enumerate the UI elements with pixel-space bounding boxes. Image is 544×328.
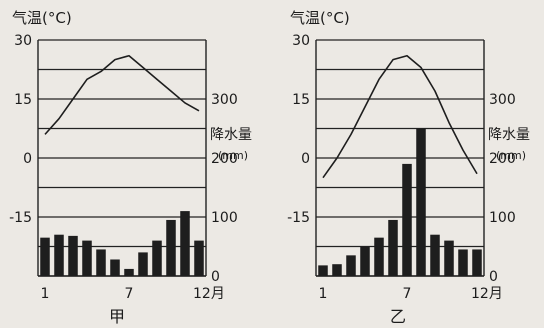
chart-2-precipitation-bar (472, 249, 482, 276)
chart-2-temperature-tick-label: 30 (292, 33, 310, 49)
chart-2-precipitation-tick-label: 300 (489, 92, 516, 108)
chart-1-precipitation-bar (96, 249, 106, 276)
chart-1-temperature-tick-label: 15 (14, 92, 32, 108)
chart-1-precipitation-bar (166, 219, 176, 276)
chart-1-temperature-tick-label: -15 (9, 210, 32, 226)
chart-2-precipitation-unit-label: (mm) (496, 149, 526, 162)
chart-2-precipitation-bar (430, 234, 440, 276)
chart-1-precipitation-tick-label: 300 (211, 92, 238, 108)
chart-2-month-tick-label: 7 (403, 286, 412, 302)
chart-2-temperature-tick-label: -15 (287, 210, 310, 226)
chart-2-precipitation-tick-label: 0 (489, 269, 498, 285)
chart-1-caption: 甲 (109, 307, 125, 326)
chart-2-month-tick-label: 1 (319, 286, 328, 302)
chart-1-precipitation-axis-label: 降水量 (210, 127, 252, 143)
chart-2-precipitation-bar (332, 264, 342, 276)
chart-1-temperature-tick-label: 0 (23, 151, 32, 167)
chart-1-precipitation-bar (194, 240, 204, 276)
chart-2-temperature-tick-label: 15 (292, 92, 310, 108)
chart-1-month-tick-label: 7 (125, 286, 134, 302)
chart-2-precipitation-bar (458, 249, 468, 276)
chart-2-caption: 乙 (390, 307, 406, 326)
chart-1-temperature-axis-label: 气温(°C) (12, 9, 72, 27)
chart-2-month-tick-label: 12月 (471, 286, 503, 302)
chart-2-precipitation-bar (374, 237, 384, 276)
chart-1-precipitation-bar (152, 240, 162, 276)
chart-2-precipitation-bar (346, 255, 356, 276)
chart-1-precipitation-bar (54, 234, 64, 276)
chart-2-precipitation-tick-label: 200 (489, 151, 516, 167)
chart-1-precipitation-bar (124, 268, 134, 276)
chart-2-precipitation-bar (360, 246, 370, 276)
chart-1-month-tick-label: 1 (41, 286, 50, 302)
chart-2-precipitation-bar (318, 265, 328, 276)
chart-1-precipitation-unit-label: (mm) (218, 149, 248, 162)
chart-2-precipitation-tick-label: 100 (489, 210, 516, 226)
chart-1-temperature-line (44, 54, 200, 135)
chart-1-precipitation-tick-label: 100 (211, 210, 238, 226)
chart-1-temperature-tick-label: 30 (14, 33, 32, 49)
chart-1-month-tick-label: 12月 (193, 286, 225, 302)
chart-1-precipitation-tick-label: 0 (211, 269, 220, 285)
chart-2-precipitation-bar (416, 128, 426, 276)
chart-2-precipitation-bar (402, 163, 412, 276)
chart-1-precipitation-bar (110, 259, 120, 276)
chart-2-precipitation-axis-label: 降水量 (488, 127, 530, 143)
chart-1-precipitation-bar (68, 235, 78, 276)
chart-1-precipitation-tick-label: 200 (211, 151, 238, 167)
chart-1-precipitation-bar (40, 237, 50, 276)
chart-2-temperature-line (322, 54, 478, 179)
chart-2-precipitation-bar (444, 240, 454, 276)
chart-1-precipitation-bar (138, 252, 148, 276)
chart-2-precipitation-bar (388, 219, 398, 276)
chart-1-precipitation-bar (82, 240, 92, 276)
chart-2-temperature-axis-label: 气温(°C) (290, 9, 350, 27)
chart-1-precipitation-bar (180, 211, 190, 276)
chart-2-temperature-tick-label: 0 (301, 151, 310, 167)
